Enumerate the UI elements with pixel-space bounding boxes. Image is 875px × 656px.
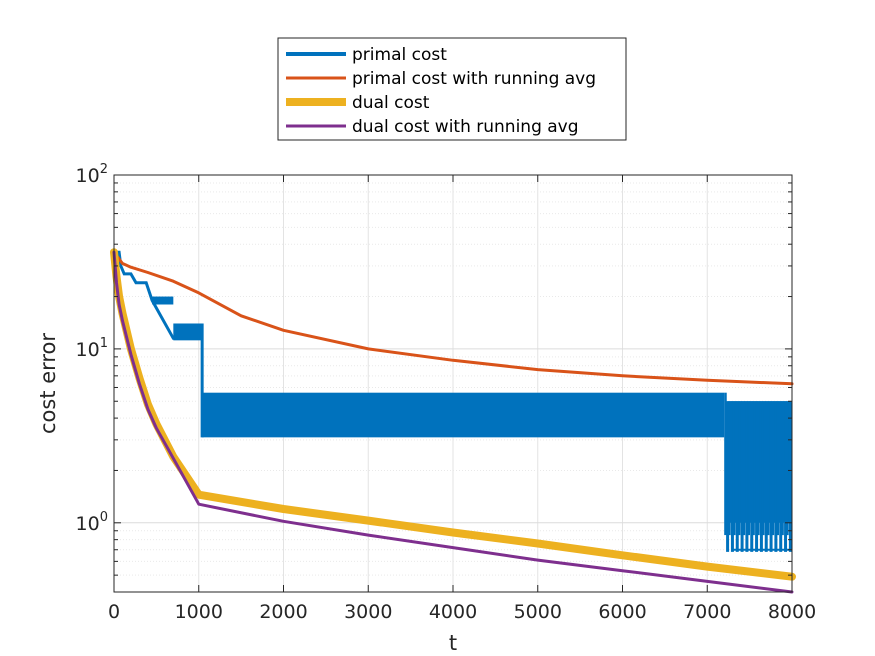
y-axis-label: cost error [36,333,60,434]
series-primal-cost-running-avg [112,250,794,386]
legend-label: primal cost [352,45,447,65]
series-dual-cost-running-avg [112,250,794,594]
legend-label: dual cost with running avg [352,117,579,137]
x-tick-label: 8000 [768,601,816,623]
legend-label: primal cost with running avg [352,69,596,89]
x-tick-label: 1000 [175,601,223,623]
x-tick-label: 5000 [514,601,562,623]
x-tick-label: 2000 [259,601,307,623]
series-primal-cost [114,250,792,552]
series-layer [110,248,796,594]
x-tick-label: 7000 [683,601,731,623]
legend: primal cost primal cost with running avg d… [277,37,627,141]
legend-label: dual cost [352,93,430,113]
y-tick-label: 102 [76,162,108,187]
legend-item: dual cost with running avg [286,117,579,137]
primal-cost-step-band [173,323,203,341]
x-tick-label: 3000 [344,601,392,623]
x-tick-label: 0 [108,601,120,623]
primal-cost-step-band [152,296,174,305]
primal-cost-tail-edge [724,392,727,536]
x-tick-label: 4000 [429,601,477,623]
primal-cost-band [202,392,725,438]
y-tick-label: 100 [76,510,108,535]
legend-item: primal cost [286,45,447,65]
legend-item: dual cost [286,93,430,113]
legend-item: primal cost with running avg [286,69,596,89]
x-tick-label: 6000 [598,601,646,623]
x-axis-label: t [449,631,457,655]
y-tick-label: 101 [76,336,108,361]
ticks: 0 1000 2000 3000 4000 5000 6000 7000 8000 100 101 1… [76,162,817,623]
